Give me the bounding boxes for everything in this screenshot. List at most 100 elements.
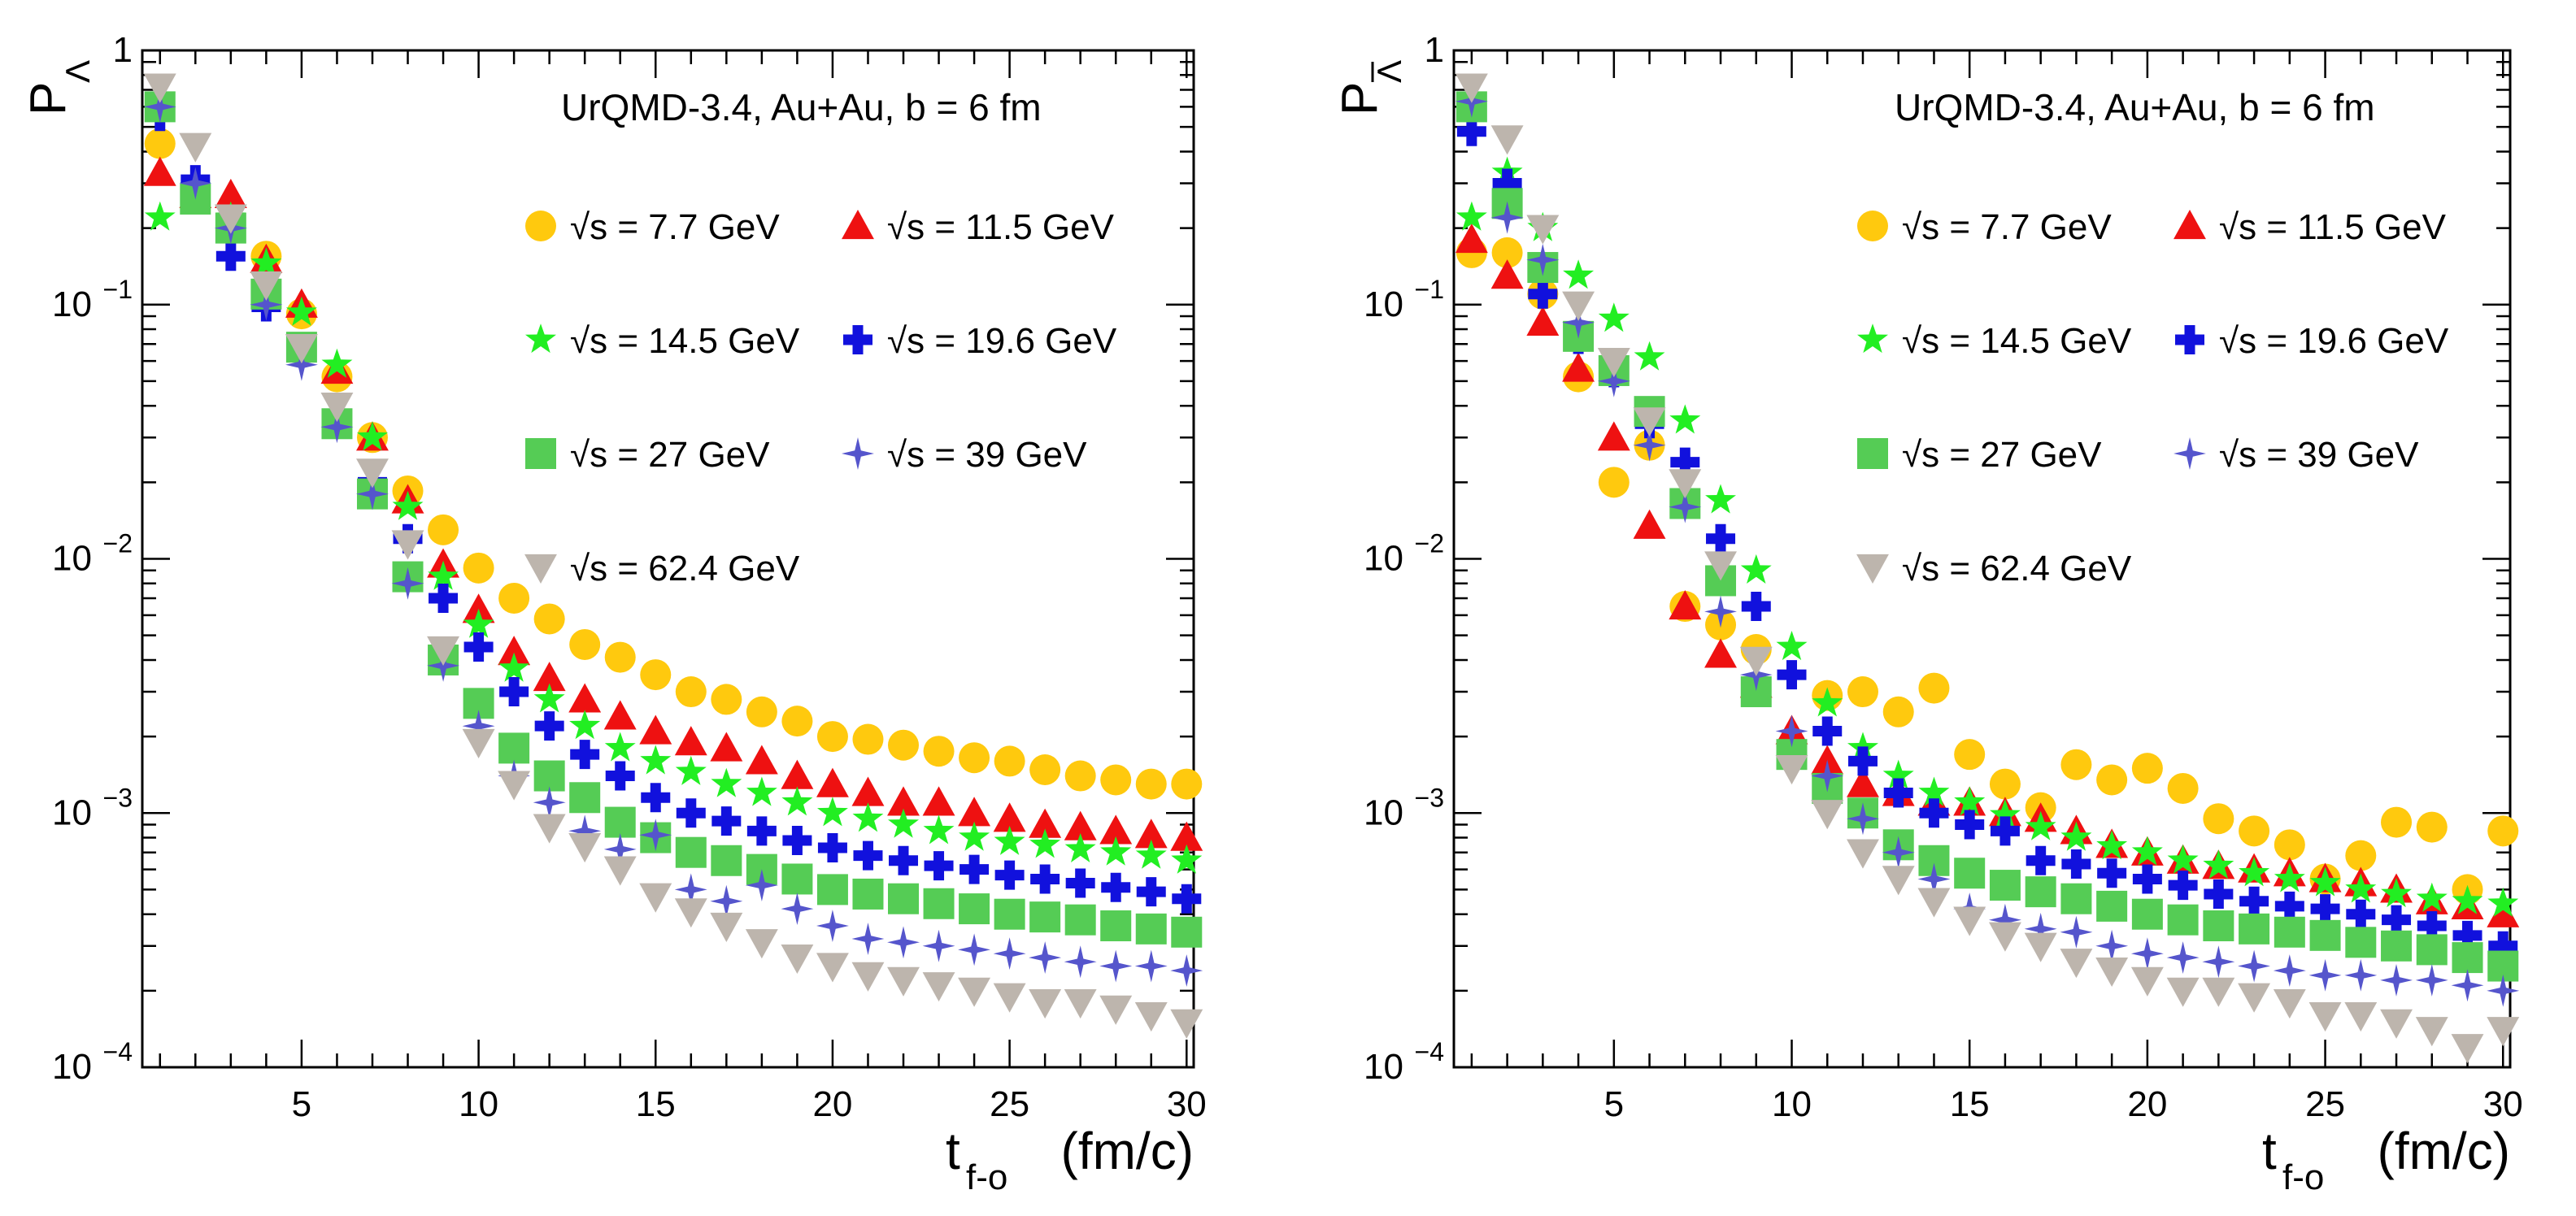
- data-point: [816, 953, 849, 983]
- data-point: [604, 641, 636, 673]
- data-point: [710, 912, 743, 942]
- data-point: [888, 883, 920, 914]
- data-point: [639, 819, 672, 852]
- data-point: [321, 348, 353, 378]
- data-point: [676, 798, 706, 828]
- data-point: [1669, 404, 1701, 434]
- data-point: [2273, 989, 2306, 1019]
- data-point: [2345, 873, 2377, 903]
- x-tick-label: 30: [1167, 1084, 1207, 1124]
- data-point: [1953, 906, 1986, 936]
- data-point: [1064, 832, 1096, 862]
- data-point: [958, 797, 991, 827]
- data-point: [428, 514, 459, 545]
- data-point: [2452, 942, 2483, 974]
- data-point: [1135, 768, 1167, 800]
- data-point: [2344, 1002, 2378, 1032]
- data-point: [1171, 916, 1203, 948]
- data-point: [1740, 554, 1772, 584]
- data-point: [1134, 1002, 1168, 1032]
- data-point: [2380, 964, 2413, 997]
- data-point: [463, 608, 494, 638]
- data-point: [2273, 954, 2306, 987]
- data-point: [1989, 870, 2021, 901]
- data-point: [711, 845, 742, 876]
- legend-marker: [1857, 211, 1888, 241]
- data-point: [2097, 858, 2127, 888]
- x-tick-label: 5: [292, 1084, 311, 1124]
- data-point: [1990, 816, 2020, 846]
- data-point: [462, 710, 495, 743]
- data-point: [1633, 407, 1666, 437]
- y-tick-label-exponent: −1: [1415, 275, 1444, 304]
- data-point: [1989, 768, 2021, 800]
- data-point: [498, 636, 531, 666]
- data-point: [144, 201, 176, 231]
- data-point: [922, 929, 955, 962]
- data-point: [1029, 901, 1061, 933]
- legend-label: √s = 11.5 GeV: [2219, 207, 2447, 247]
- data-point: [2452, 920, 2482, 950]
- annotation: UrQMD-3.4, Au+Au, b = 6 fm: [1895, 86, 2375, 128]
- data-point: [959, 854, 990, 884]
- data-point: [817, 797, 848, 827]
- data-point: [603, 700, 637, 730]
- legend-label: √s = 14.5 GeV: [1902, 321, 2132, 361]
- legend-marker: [842, 210, 874, 240]
- x-tick-label: 25: [2305, 1084, 2345, 1124]
- data-point: [569, 628, 601, 660]
- data-point: [2416, 811, 2448, 843]
- data-point: [2096, 830, 2128, 860]
- legend-label: √s = 27 GeV: [1902, 435, 2102, 475]
- data-point: [1029, 754, 1061, 786]
- data-point: [781, 863, 813, 895]
- data-point: [603, 832, 637, 866]
- data-point: [285, 333, 318, 364]
- data-point: [2060, 883, 2092, 914]
- data-point: [1847, 839, 1879, 869]
- data-point: [143, 90, 176, 124]
- series-2: [1456, 156, 2519, 917]
- data-point: [1882, 836, 1915, 869]
- data-point: [533, 662, 566, 692]
- data-point: [1776, 631, 1808, 661]
- data-point: [2487, 815, 2519, 847]
- data-point: [2203, 849, 2234, 879]
- data-point: [463, 632, 494, 662]
- data-point: [2381, 806, 2413, 838]
- data-point: [2202, 977, 2235, 1007]
- data-point: [781, 706, 813, 737]
- y-axis-title: PΛ: [1332, 60, 1408, 115]
- data-point: [994, 825, 1025, 855]
- legend-marker: [2174, 210, 2206, 240]
- data-point: [498, 732, 530, 764]
- legend-label: √s = 19.6 GeV: [887, 321, 1117, 361]
- series-5: [1455, 85, 2520, 1007]
- data-point: [887, 966, 920, 997]
- data-point: [1065, 868, 1095, 898]
- data-point: [2344, 958, 2378, 992]
- data-point: [1563, 259, 1595, 289]
- data-point: [1989, 903, 2021, 936]
- data-point: [994, 860, 1025, 890]
- data-point: [1172, 884, 1202, 914]
- y-tick-label-exponent: −3: [1415, 783, 1444, 812]
- data-point: [1919, 798, 1949, 828]
- legend-label: √s = 19.6 GeV: [2219, 321, 2449, 361]
- data-point: [675, 836, 707, 868]
- data-point: [2239, 815, 2270, 847]
- data-point: [959, 742, 990, 774]
- data-point: [429, 583, 459, 613]
- data-point: [391, 567, 424, 600]
- data-point: [852, 723, 884, 755]
- data-point: [1634, 341, 1665, 371]
- data-point: [1528, 279, 1558, 309]
- data-point: [1490, 259, 1524, 289]
- data-point: [2130, 966, 2164, 997]
- x-tick-label: 10: [1772, 1084, 1812, 1124]
- data-point: [640, 745, 672, 775]
- data-point: [1955, 810, 1985, 840]
- legend-label: √s = 11.5 GeV: [887, 207, 1115, 247]
- data-point: [675, 676, 707, 708]
